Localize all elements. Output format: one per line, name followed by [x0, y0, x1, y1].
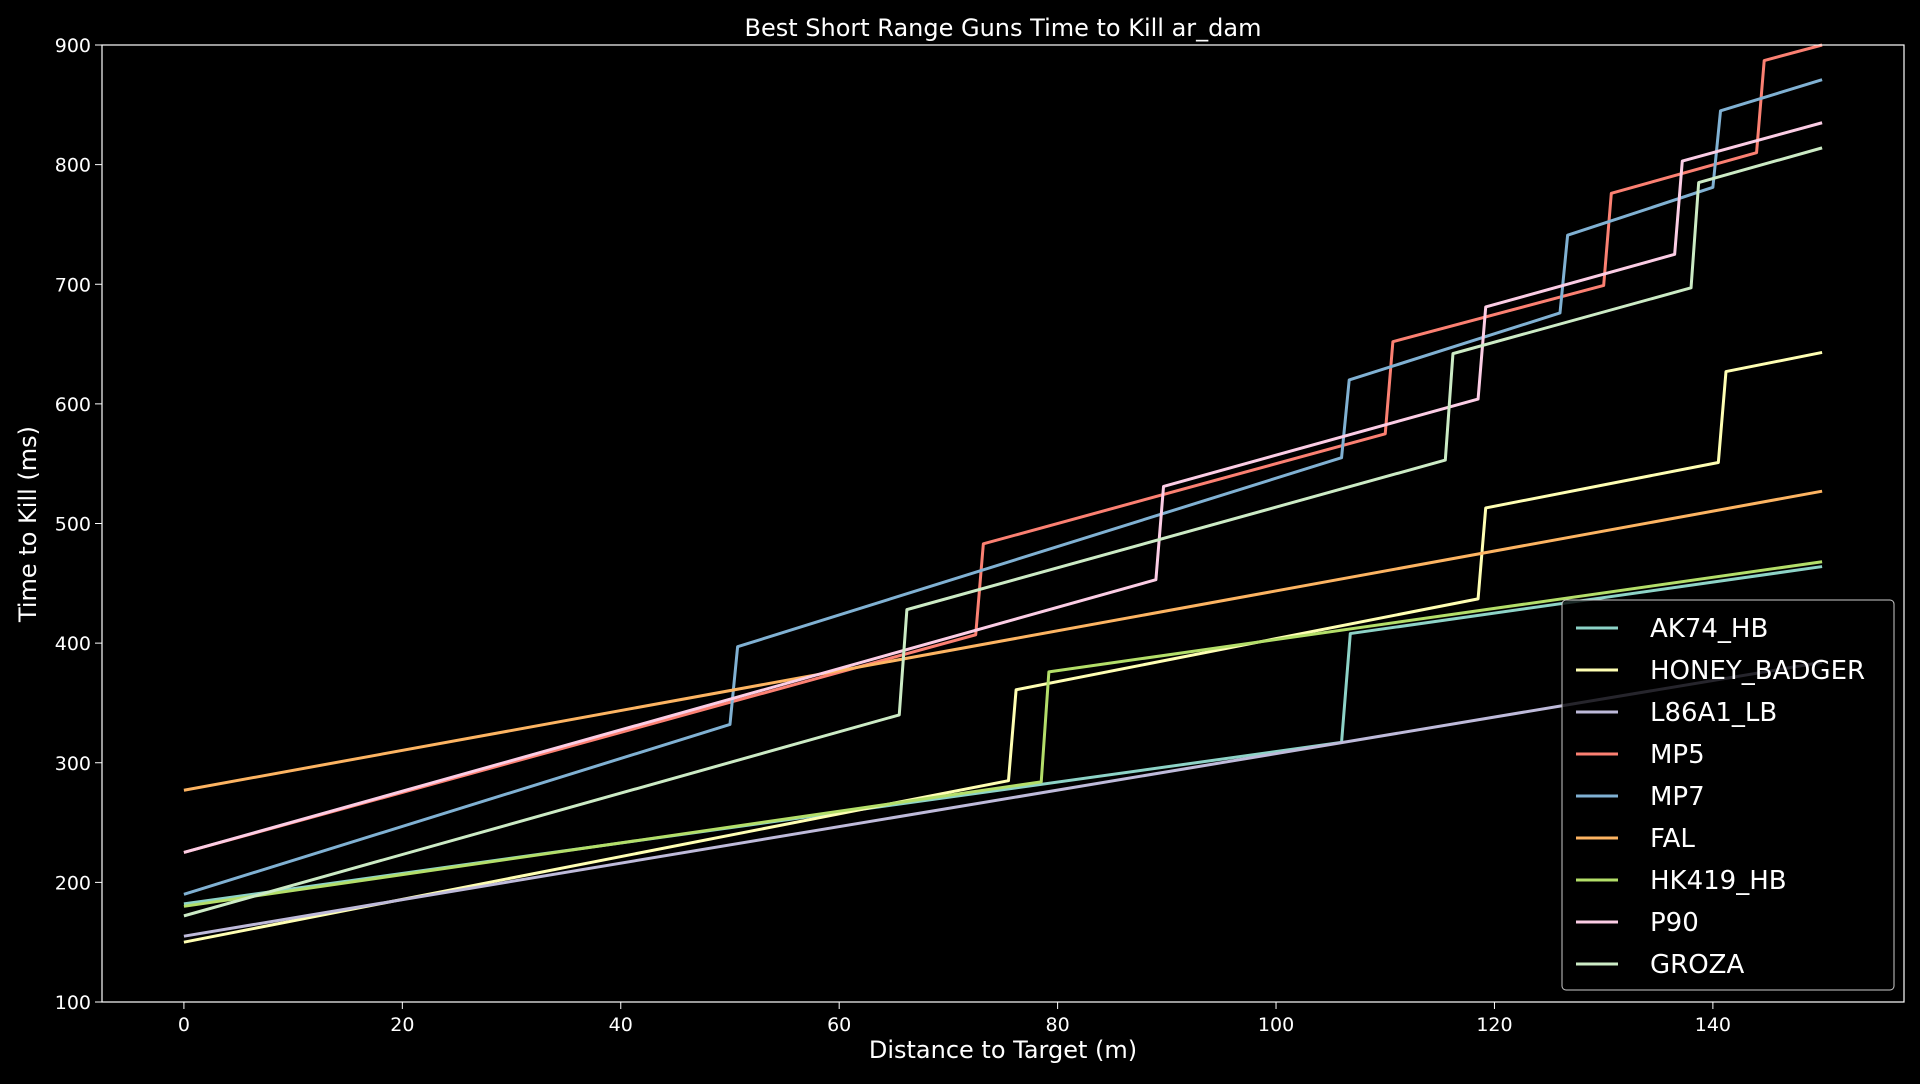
legend-label: HK419_HB — [1650, 866, 1787, 896]
legend-box — [1561, 599, 1895, 991]
x-tick-label: 40 — [609, 1014, 633, 1036]
y-tick-label: 800 — [55, 155, 91, 177]
x-tick-label: 120 — [1476, 1014, 1512, 1036]
legend-label: FAL — [1650, 824, 1695, 854]
legend-label: AK74_HB — [1650, 614, 1768, 644]
y-tick-label: 700 — [55, 274, 91, 296]
series-line-hk419-hb — [183, 560, 1823, 908]
legend-label: GROZA — [1650, 950, 1744, 980]
series-line-p90 — [183, 121, 1823, 854]
y-tick-label: 200 — [55, 872, 91, 894]
y-tick-label: 600 — [55, 394, 91, 416]
x-tick-label: 80 — [1046, 1014, 1070, 1036]
series-line-mp7 — [183, 78, 1823, 896]
x-tick-label: 0 — [178, 1014, 190, 1036]
x-tick-label: 20 — [390, 1014, 414, 1036]
legend-label: HONEY_BADGER — [1650, 656, 1865, 686]
series-line-fal — [183, 489, 1823, 792]
x-tick-label: 140 — [1695, 1014, 1731, 1036]
y-axis-label: Time to Kill (ms) — [14, 426, 42, 623]
x-axis-label: Distance to Target (m) — [869, 1036, 1137, 1064]
y-tick-label: 100 — [55, 992, 91, 1014]
y-tick-label: 300 — [55, 753, 91, 775]
x-tick-label: 60 — [827, 1014, 851, 1036]
chart-title: Best Short Range Guns Time to Kill ar_da… — [744, 14, 1261, 42]
legend: AK74_HB HONEY_BADGER L86A1_LB MP5 MP7 FAL HK41… — [1561, 599, 1895, 991]
y-tick-label: 900 — [55, 35, 91, 57]
y-tick-label: 400 — [55, 633, 91, 655]
legend-label: L86A1_LB — [1650, 698, 1777, 728]
y-tick-label: 500 — [55, 514, 91, 536]
series-line-l86a1-lb — [183, 660, 1823, 938]
legend-label: MP5 — [1650, 740, 1705, 770]
x-tick-label: 100 — [1258, 1014, 1294, 1036]
series-line-groza — [183, 146, 1823, 918]
legend-label: MP7 — [1650, 782, 1705, 812]
plot-frame — [101, 44, 1905, 1003]
legend-label: P90 — [1650, 908, 1699, 938]
